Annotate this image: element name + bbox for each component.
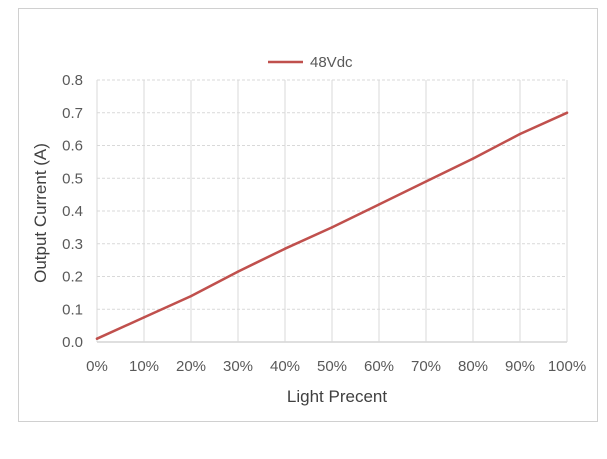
x-tick-label: 90% bbox=[505, 358, 535, 375]
x-tick-label: 80% bbox=[458, 358, 488, 375]
y-tick-label: 0.8 bbox=[62, 72, 83, 89]
y-tick-label: 0.2 bbox=[62, 269, 83, 286]
x-axis-ticks: 0% 10% 20% 30% 40% 50% 60% 70% 80% 90% 100% bbox=[86, 358, 586, 375]
x-tick-label: 10% bbox=[129, 358, 159, 375]
data-point bbox=[236, 270, 240, 273]
y-tick-label: 0.1 bbox=[62, 301, 83, 318]
y-tick-label: 0.6 bbox=[62, 138, 83, 155]
legend-label-48vdc: 48Vdc bbox=[310, 54, 353, 71]
data-point bbox=[95, 337, 99, 340]
data-point bbox=[283, 247, 287, 250]
data-point bbox=[189, 294, 193, 298]
y-tick-label: 0.0 bbox=[62, 334, 83, 351]
series-layer bbox=[95, 111, 569, 340]
x-tick-label: 40% bbox=[270, 358, 300, 375]
data-point bbox=[565, 111, 569, 114]
x-axis-title: Light Precent bbox=[287, 387, 387, 406]
data-point bbox=[377, 203, 381, 206]
grid bbox=[96, 79, 568, 343]
legend: 48Vdc bbox=[268, 54, 353, 71]
x-tick-label: 50% bbox=[317, 358, 347, 375]
x-tick-label: 60% bbox=[364, 358, 394, 375]
y-tick-label: 0.3 bbox=[62, 236, 83, 253]
y-tick-label: 0.5 bbox=[62, 170, 83, 187]
data-point bbox=[518, 132, 522, 136]
data-point bbox=[330, 226, 334, 229]
y-tick-label: 0.4 bbox=[62, 203, 83, 220]
x-tick-label: 30% bbox=[223, 358, 253, 375]
y-axis-ticks: 0.0 0.1 0.2 0.3 0.4 0.5 0.6 0.7 0.8 bbox=[62, 72, 83, 351]
y-axis-title: Output Current (A) bbox=[31, 143, 50, 283]
data-point bbox=[142, 316, 146, 319]
data-point bbox=[424, 180, 428, 183]
x-tick-label: 100% bbox=[548, 358, 586, 375]
x-tick-label: 20% bbox=[176, 358, 206, 375]
x-tick-label: 70% bbox=[411, 358, 441, 375]
data-point bbox=[471, 157, 475, 160]
x-tick-label: 0% bbox=[86, 358, 108, 375]
y-tick-label: 0.7 bbox=[62, 105, 83, 122]
chart-frame bbox=[18, 8, 598, 422]
